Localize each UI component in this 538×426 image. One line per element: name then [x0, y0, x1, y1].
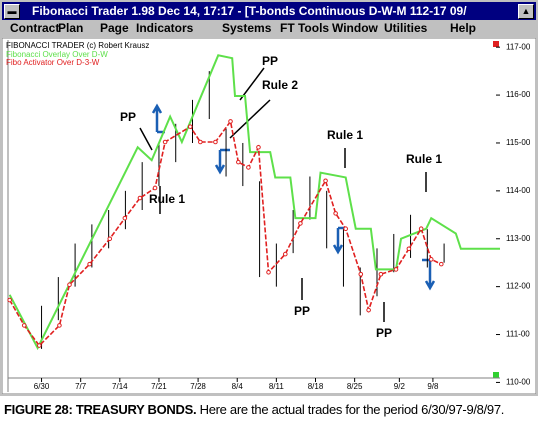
activator-dot: [187, 124, 193, 129]
activator-dot: [21, 323, 27, 328]
menu-item[interactable]: Contract: [10, 21, 60, 35]
activator-dot: [406, 246, 412, 252]
y-tick-label: 113-00: [506, 234, 531, 243]
sell-arrow: [422, 258, 436, 291]
x-tick-label: 9/2: [394, 382, 406, 391]
activator-dot: [162, 139, 168, 145]
caption-text: Here are the actual trades for the perio…: [196, 402, 505, 417]
activator-dot: [152, 185, 158, 191]
activator-dot: [57, 323, 62, 328]
x-tick-label: 9/8: [427, 382, 439, 391]
annotation: PP: [294, 304, 310, 318]
annotation: PP: [376, 326, 392, 340]
activator-dot: [198, 139, 203, 145]
activator-dot: [137, 195, 143, 201]
callout-arrow: [239, 67, 265, 101]
series-line: [8, 119, 442, 347]
activator-dot: [283, 251, 288, 257]
sell-arrow: [214, 148, 230, 175]
scroll-button[interactable]: ▲: [518, 4, 534, 19]
activator-dot: [246, 165, 251, 170]
annotation: PP: [120, 110, 136, 124]
menu-item[interactable]: Indicators: [136, 21, 194, 35]
activator-dot: [256, 144, 261, 150]
activator-dot: [236, 159, 241, 165]
activator-dot: [358, 271, 364, 277]
activator-dot: [122, 215, 128, 221]
menu-item[interactable]: FT Tools: [280, 21, 330, 35]
y-tick-label: 114-00: [506, 186, 531, 195]
x-tick-label: 7/21: [151, 382, 167, 391]
annotation: Rule 1: [327, 128, 363, 142]
activator-dot: [228, 119, 233, 124]
y-tick-label: 116-00: [506, 90, 531, 99]
activator-dot: [37, 343, 42, 348]
menu-item[interactable]: Systems: [222, 21, 272, 35]
corner-marker: [493, 372, 499, 378]
activator-dot: [213, 139, 218, 145]
activator-dot: [366, 307, 371, 313]
activator-dot: [378, 271, 384, 277]
corner-marker: [493, 41, 499, 47]
activator-dot: [298, 221, 303, 226]
activator-dot: [428, 257, 434, 262]
x-tick-label: 6/30: [34, 382, 50, 391]
y-tick-label: 117-00: [506, 42, 531, 51]
x-tick-label: 8/18: [308, 382, 324, 391]
y-tick-label: 112-00: [506, 282, 531, 291]
activator-dot: [393, 267, 399, 272]
legend-entry: Fibonacci Overlay Over D-W: [6, 50, 108, 59]
menu-item[interactable]: Utilities: [384, 21, 428, 35]
x-tick-label: 8/4: [232, 382, 244, 391]
activator-dot: [7, 297, 12, 303]
menu-item[interactable]: Window: [332, 21, 378, 35]
activator-dot: [323, 178, 328, 184]
activator-dot: [67, 282, 72, 288]
menu-item[interactable]: Page: [100, 21, 129, 35]
menu-item[interactable]: Plan: [58, 21, 84, 35]
x-tick-label: 8/25: [347, 382, 363, 391]
caption: FIGURE 28: TREASURY BONDS. Here are the …: [4, 402, 504, 417]
activator-dot: [266, 269, 271, 275]
activator-dot: [87, 261, 92, 267]
activator-dot: [418, 226, 424, 231]
menu-item[interactable]: Help: [450, 21, 477, 35]
chart-area: [2, 38, 536, 394]
activator-dot: [333, 211, 338, 216]
system-menu[interactable]: ▬: [4, 4, 20, 19]
x-tick-label: 7/14: [112, 382, 128, 391]
chart: FIBONACCI TRADER (c) Robert Krausz 110-0…: [2, 38, 536, 394]
annotation: Rule 1: [406, 152, 442, 166]
annotation: PP: [262, 54, 278, 68]
x-tick-label: 7/7: [75, 382, 87, 391]
caption-label: FIGURE 28: TREASURY BONDS.: [4, 402, 197, 417]
trade-arrows: [151, 103, 436, 291]
callout-arrows: [139, 67, 427, 322]
callout-arrow: [229, 99, 271, 139]
callout-arrow: [139, 127, 153, 151]
menu-bar: Contract Plan Page Indicators Systems FT Tool…: [2, 20, 536, 37]
window-title: Fibonacci Trader 1.98 Dec 14, 17:17 - [T…: [32, 4, 467, 18]
y-tick-label: 111-00: [506, 330, 530, 339]
annotation: Rule 1: [149, 192, 185, 206]
title-bar: ▬ Fibonacci Trader 1.98 Dec 14, 17:17 - …: [2, 2, 536, 20]
y-tick-label: 110-00: [506, 378, 531, 387]
activator-dot: [343, 226, 348, 231]
chart-header: FIBONACCI TRADER (c) Robert Krausz: [6, 41, 149, 50]
x-tick-label: 7/28: [190, 382, 206, 391]
legend-entry: Fibo Activator Over D-3-W: [6, 58, 100, 67]
y-tick-label: 115-00: [506, 138, 531, 147]
activator-dot: [438, 261, 444, 267]
activator-dot: [107, 236, 113, 242]
x-tick-label: 8/11: [269, 382, 285, 391]
annotation: Rule 2: [262, 78, 298, 92]
